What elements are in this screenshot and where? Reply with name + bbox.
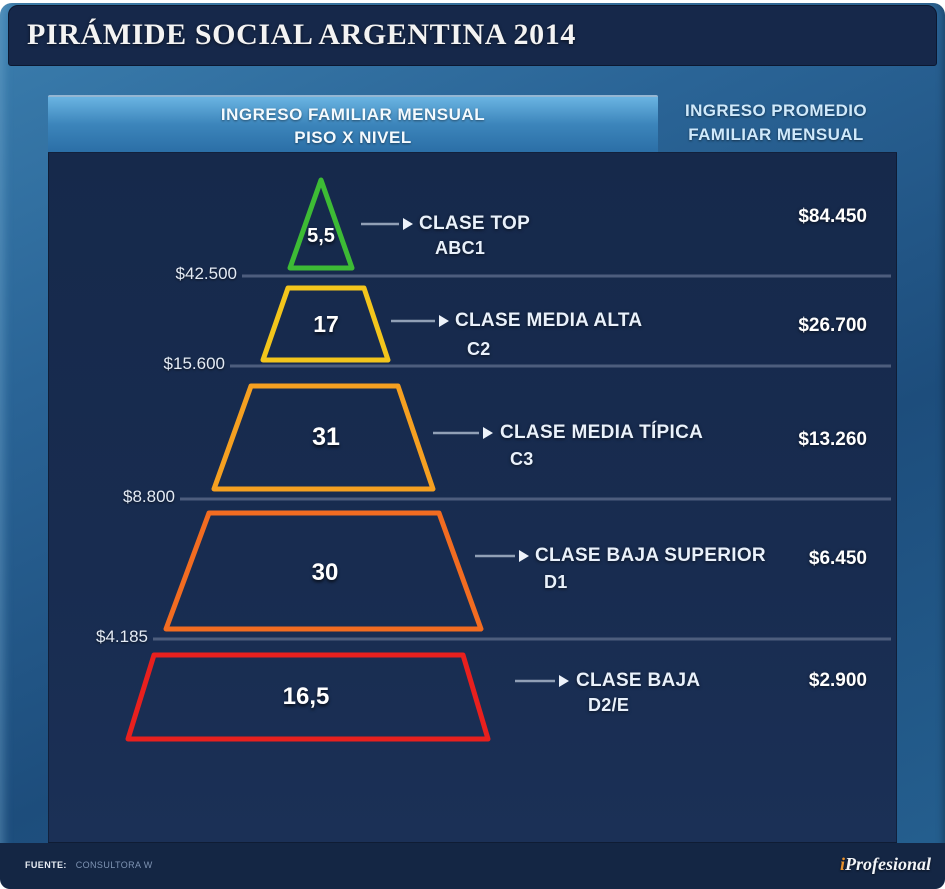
footer-bar: FUENTE: CONSULTORA W iProfesional xyxy=(0,843,945,889)
class-label-media-tipica: CLASE MEDIA TÍPICA xyxy=(500,422,704,443)
iprofesional-logo-text: Profesional xyxy=(844,854,931,874)
right-column-header-line1: INGRESO PROMEDIO xyxy=(684,101,868,120)
class-label-baja: CLASE BAJA xyxy=(576,670,701,691)
left-column-header-line2: PISO X NIVEL xyxy=(294,127,412,147)
source-value: CONSULTORA W xyxy=(75,860,153,870)
right-column-header-line2: FAMILIAR MENSUAL xyxy=(688,125,864,144)
threshold-label-3: $8.800 xyxy=(123,487,175,506)
source-label: FUENTE: xyxy=(25,860,67,870)
level-pct-top: 5,5 xyxy=(307,225,335,247)
level-pct-baja-superior: 30 xyxy=(311,559,339,586)
threshold-label-1: $42.500 xyxy=(175,264,237,283)
source-attribution: FUENTE: CONSULTORA W xyxy=(25,860,153,870)
arrow-icon xyxy=(403,218,413,230)
pyramid-svg xyxy=(125,177,891,742)
iprofesional-logo: iProfesional xyxy=(840,854,931,875)
threshold-label-4: $4.185 xyxy=(96,627,148,646)
segment-label-top: ABC1 xyxy=(435,238,486,258)
income-value-baja: $2.900 xyxy=(808,670,867,691)
arrow-icon xyxy=(483,427,493,439)
class-label-media-alta: CLASE MEDIA ALTA xyxy=(455,310,643,331)
segment-label-media-alta: C2 xyxy=(467,339,491,359)
pyramid-level-shape-baja xyxy=(125,652,491,742)
arrow-icon xyxy=(439,315,449,327)
arrow-icon xyxy=(559,675,569,687)
pyramid-level-shape-media-tipica xyxy=(211,383,436,492)
pyramid-level-shape-top xyxy=(287,177,355,271)
right-column-header: INGRESO PROMEDIO FAMILIAR MENSUAL xyxy=(656,99,896,147)
left-column-header: INGRESO FAMILIAR MENSUAL PISO X NIVEL xyxy=(48,95,658,154)
chart-panel: 5,5 17 31 30 16,5 $42.500 $15.600 $8.800… xyxy=(48,152,897,843)
threshold-label-2: $15.600 xyxy=(163,354,225,373)
arrow-icon xyxy=(519,550,529,562)
pyramid-level-shape-baja-superior xyxy=(163,510,484,632)
income-value-media-alta: $26.700 xyxy=(798,315,867,336)
segment-label-baja: D2/E xyxy=(588,695,630,715)
level-pct-media-tipica: 31 xyxy=(312,423,340,451)
page-title: PIRÁMIDE SOCIAL ARGENTINA 2014 xyxy=(27,18,576,51)
left-column-header-line1: INGRESO FAMILIAR MENSUAL xyxy=(220,104,486,124)
class-label-top: CLASE TOP xyxy=(419,213,531,234)
income-value-media-tipica: $13.260 xyxy=(798,429,867,450)
class-label-baja-superior: CLASE BAJA SUPERIOR xyxy=(535,545,766,566)
segment-label-baja-superior: D1 xyxy=(544,572,568,592)
level-pct-baja: 16,5 xyxy=(282,683,330,710)
income-value-top: $84.450 xyxy=(798,206,867,227)
segment-label-media-tipica: C3 xyxy=(510,449,534,469)
income-value-baja-superior: $6.450 xyxy=(808,548,867,569)
pyramid-level-shape-media-alta xyxy=(260,285,391,363)
level-pct-media-alta: 17 xyxy=(313,311,339,337)
title-bar: PIRÁMIDE SOCIAL ARGENTINA 2014 xyxy=(8,5,937,66)
iprofesional-logo-accent: i xyxy=(839,854,845,874)
